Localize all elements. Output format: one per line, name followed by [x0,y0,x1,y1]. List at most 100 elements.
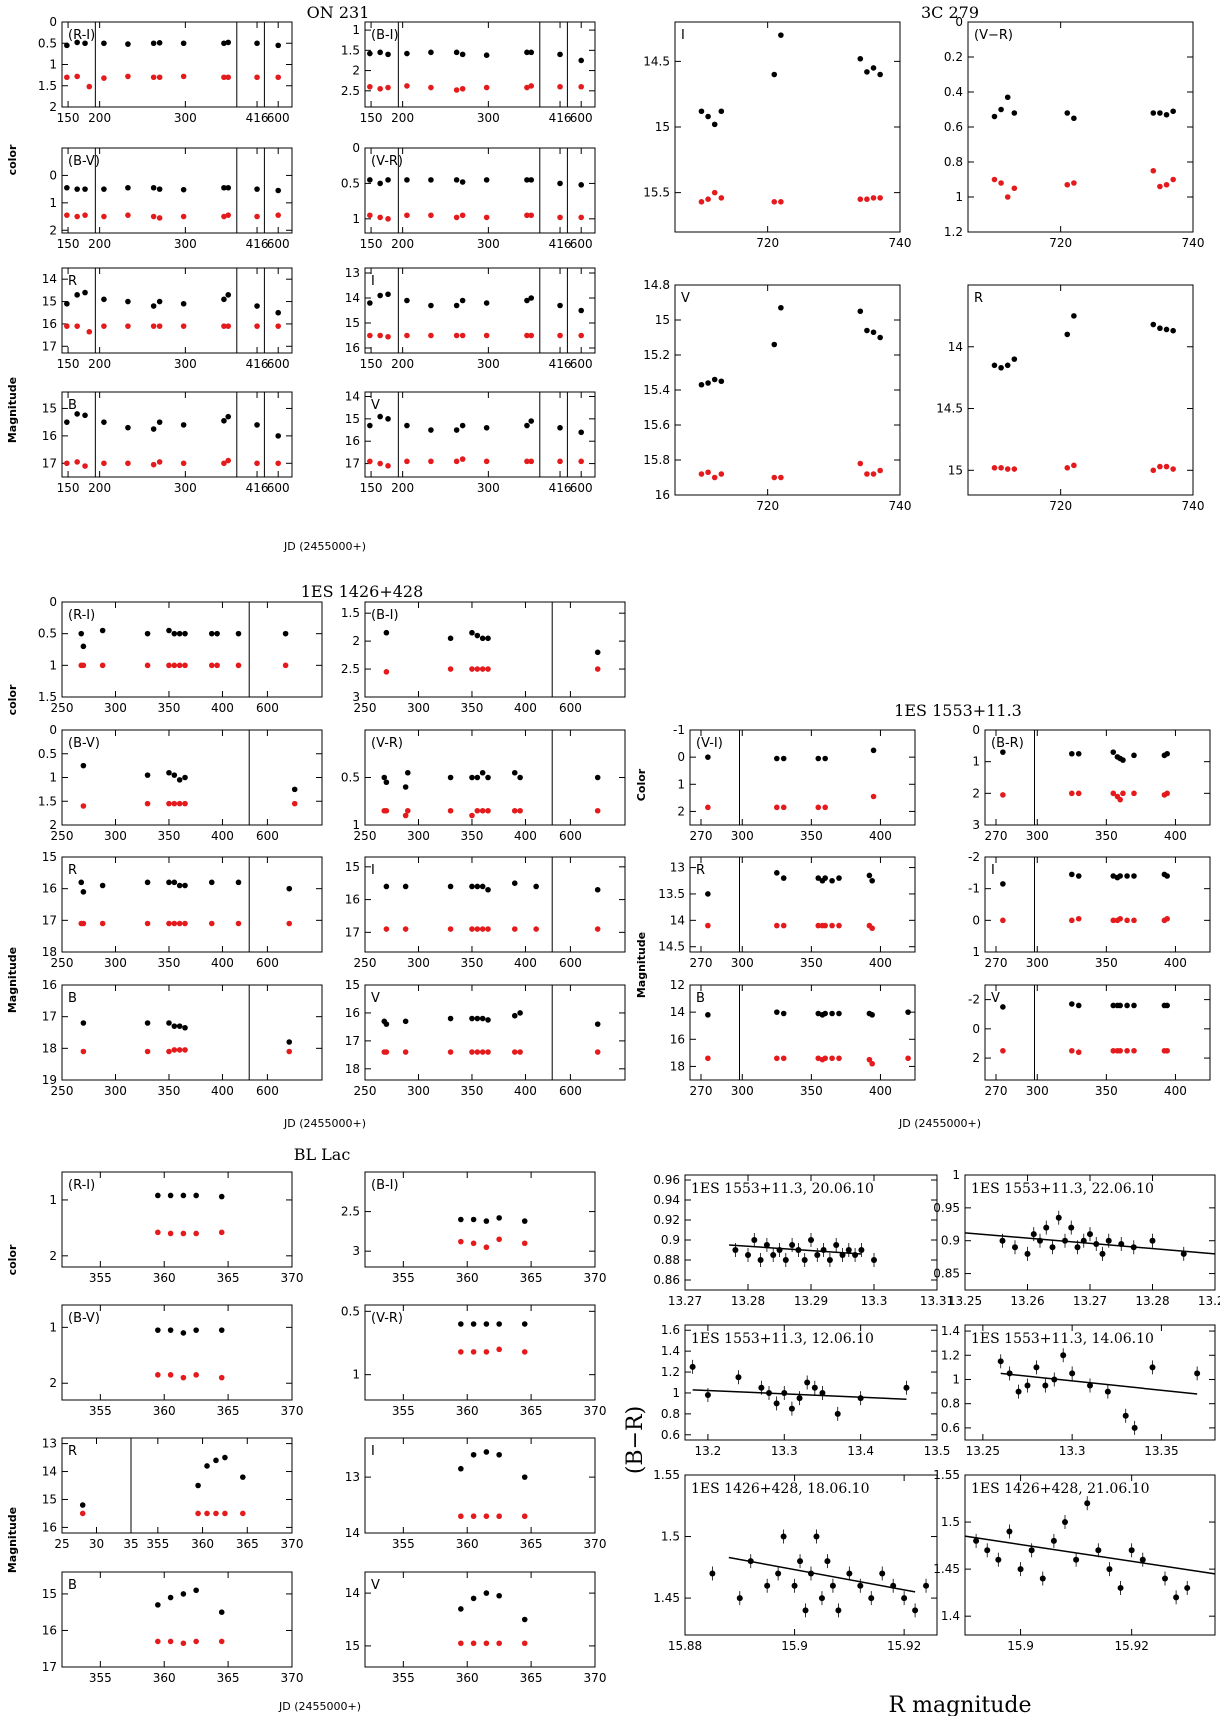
y-tick-label: 1.2 [941,1348,960,1362]
data-point [125,460,131,467]
data-point [829,1055,835,1062]
panel-frame [967,21,1194,233]
data-point [801,1257,808,1263]
x-tick-label: 600 [559,1084,582,1098]
panel-cmd-1426-210610: 1.4 1.45 1.5 1.55 15.9 15.92 1ES 1426+428, 21.… [933,1468,1216,1653]
data-point [193,1230,199,1237]
data-point [383,669,390,675]
data-point [1075,1002,1082,1009]
data-point [182,630,188,637]
y-tick-label: 2 [49,223,57,237]
data-point [79,1510,86,1517]
data-point [383,1021,390,1027]
data-point [1068,1224,1075,1231]
data-point [404,212,410,219]
data-point [1164,790,1170,797]
y-tick-label: 1.5 [38,690,57,704]
data-point [1170,327,1176,334]
data-point [1039,1575,1046,1582]
data-point [528,49,535,56]
data-point [80,889,87,895]
data-point [447,774,454,781]
data-point [479,807,486,814]
panel-frame [964,1474,1216,1636]
x-tick-label: 270 [690,829,713,843]
data-point [182,920,188,927]
data-point [1004,362,1011,369]
x-tick-label: 600 [559,829,582,843]
xlabel-rmag: R magnitude [889,1693,1032,1716]
data-point [195,1482,201,1489]
data-point [822,755,828,762]
panel-label: V [371,1578,380,1593]
panel-label: R [68,274,77,289]
data-point [557,180,563,187]
data-point [213,1457,219,1464]
y-tick-label: 2 [352,64,360,78]
data-point [180,422,187,428]
data-point [1075,750,1082,757]
data-point [82,40,88,47]
data-point [533,926,539,932]
y-tick-label: 3 [352,690,360,704]
data-point [101,296,107,303]
data-point [221,296,227,303]
data-point [221,184,227,191]
data-point [383,883,390,890]
y-tick-label: 13 [345,1470,360,1484]
data-point [1157,463,1163,470]
panel-label: R [974,291,983,306]
data-point [594,926,601,932]
x-tick-label: 400 [211,956,234,970]
x-tick-label: 13.3 [861,1294,888,1308]
panel-label: (B-V) [68,736,100,751]
data-point [839,1252,846,1258]
panel-label: (V−R) [974,28,1013,43]
data-point [1069,790,1075,797]
y-tick-label: 1 [672,1386,680,1400]
data-point [780,1533,787,1540]
data-point [74,213,80,220]
y-tick-label: 17 [345,457,360,471]
data-point [905,1055,911,1062]
x-tick-label: 720 [1049,236,1072,250]
panel-label: 1ES 1553+11.3, 14.06.10 [971,1331,1154,1347]
y-tick-label: 2 [677,804,685,818]
data-point [1117,1002,1123,1009]
x-tick-label: 300 [477,111,500,125]
y-tick-label: 1 [352,1368,360,1382]
panel-1es1553-r: 13 13.5 14 14.5 270 300 350 400 R [658,856,916,970]
data-point [377,292,383,299]
data-point [195,1510,201,1517]
data-point [791,1582,798,1589]
data-point [766,1389,772,1396]
y-tick-label: 0.6 [944,120,963,134]
data-point [1075,790,1082,797]
data-point [689,1363,696,1370]
data-point [218,1193,225,1200]
data-point [214,662,220,669]
data-point [705,754,711,760]
data-point [377,413,383,420]
x-tick-label: 400 [1164,956,1187,970]
data-point [912,1607,919,1614]
y-tick-label: 2.5 [341,84,360,98]
x-tick-label: 600 [267,111,290,125]
data-point [101,40,107,47]
data-point [1033,1364,1040,1371]
data-point [1162,1575,1168,1582]
x-tick-label: 355 [89,1671,112,1685]
data-point [385,291,391,298]
y-tick-label: 15.8 [643,453,670,467]
data-point [82,289,88,296]
y-tick-label: 0 [352,141,360,155]
data-point [718,378,725,385]
x-tick-label: 720 [756,236,779,250]
data-point [101,460,107,467]
y-tick-label: 2 [49,1249,57,1263]
data-point [458,1606,464,1612]
data-point [1150,110,1157,116]
